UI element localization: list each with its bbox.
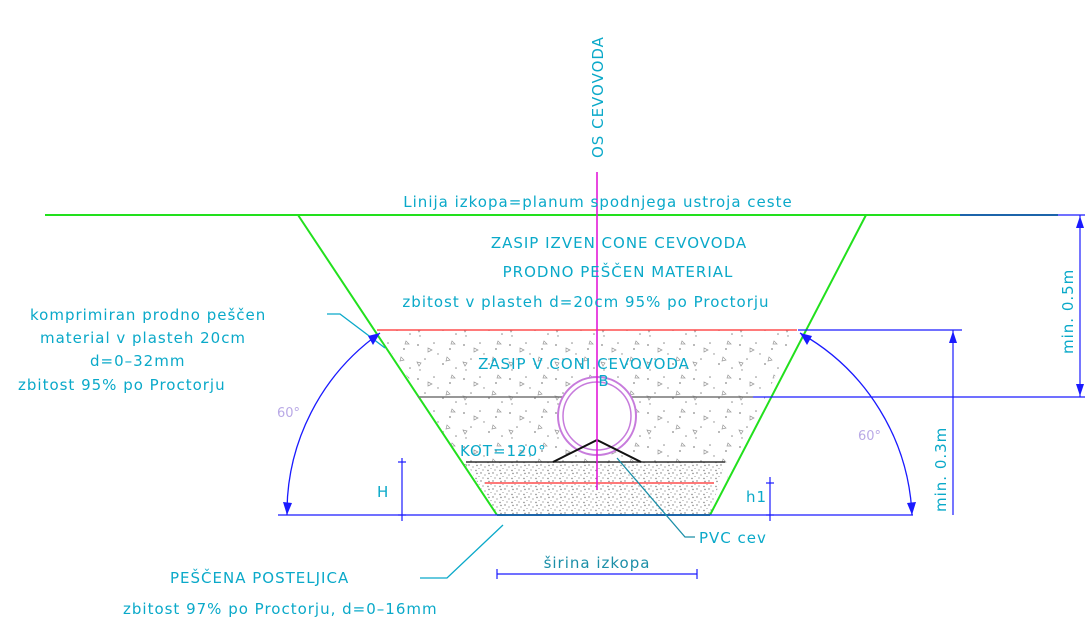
excavation-line-label: Linija izkopa=planum spodnjega ustroja c… [403, 193, 792, 211]
angle-arc-right-arrow-top [800, 333, 812, 345]
trench-wall-right [709, 214, 867, 516]
dim-H-label: H [377, 483, 389, 501]
dim-min05-arrow-top [1076, 216, 1084, 228]
bedding-line2: zbitost 97% po Proctorju, d=0–16mm [123, 600, 438, 618]
axis-label: OS CEVOVODA [589, 36, 607, 158]
angle-arc-right [799, 332, 913, 516]
angle-left-label: 60° [277, 406, 300, 421]
left-note-line4: zbitost 95% po Proctorju [18, 376, 226, 394]
backfill-zone-label: ZASIP V CONI CEVOVODA [478, 355, 690, 373]
backfill-outside-line1: ZASIP IZVEN CONE CEVOVODA [491, 234, 747, 252]
left-note-line2: material v plasteh 20cm [40, 329, 246, 347]
bedding-line1: PEŠČENA POSTELJICA [170, 568, 349, 587]
dim-min03-label: min. 0.3m [932, 427, 950, 512]
pvc-pipe-label: PVC cev [699, 529, 767, 547]
angle-arc-left [286, 332, 381, 516]
pvc-leader [616, 457, 695, 538]
label-b: B [598, 372, 609, 390]
left-note-line3: d=0–32mm [90, 352, 185, 370]
backfill-outside-line3: zbitost v plasteh d=20cm 95% po Proctorj… [402, 293, 769, 311]
left-note-line1: komprimiran prodno peščen [30, 306, 266, 324]
dim-h1-label: h1 [746, 488, 767, 506]
angle-arc-left-arrow-top [368, 333, 380, 345]
bedding-leader [420, 524, 504, 579]
angle-label: KOT=120° [460, 442, 547, 460]
dim-min05-label: min. 0.5m [1059, 269, 1077, 354]
trench-wall-left [297, 214, 498, 516]
dim-min05-arrow-bottom [1076, 384, 1084, 396]
dim-min03-arrow-top [949, 331, 957, 343]
angle-arc-right-arrow-bottom [907, 502, 916, 515]
angle-right-label: 60° [858, 429, 881, 444]
backfill-outside-line2: PRODNO PEŠČEN MATERIAL [503, 262, 734, 281]
angle-arc-left-arrow-bottom [283, 502, 292, 515]
left-note-leader [327, 313, 386, 349]
width-label: širina izkopa [544, 554, 651, 572]
